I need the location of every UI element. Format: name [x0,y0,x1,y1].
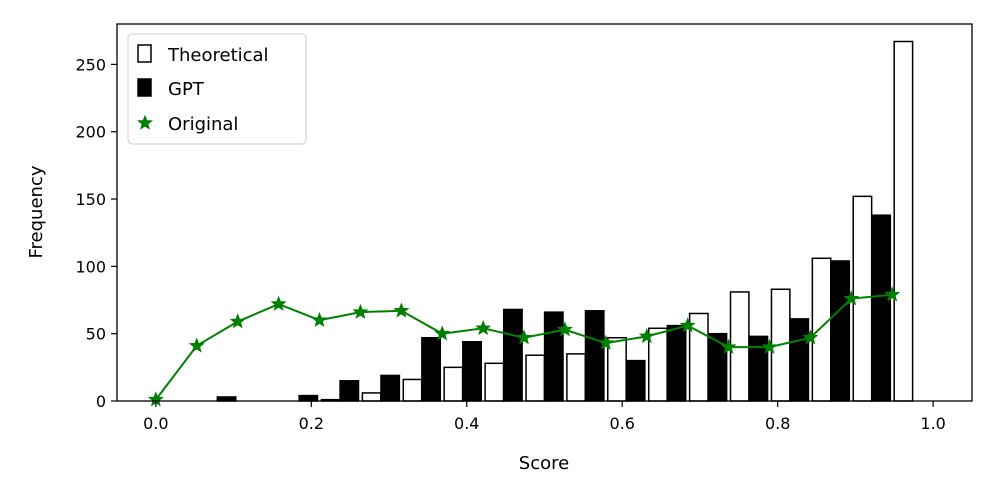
x-tick-label: 0.8 [765,414,790,433]
y-tick-label: 100 [75,257,106,276]
original-line-layer [147,286,901,407]
legend-box [127,33,307,145]
gpt-bar [666,324,687,402]
theoretical-bar [811,257,832,402]
theoretical-bar [893,40,914,402]
original-point [229,313,246,329]
legend-theoretical-swatch [137,44,152,63]
gpt-bar [380,374,401,402]
y-tick-label: 250 [75,55,106,74]
y-axis-label: Frequency [26,165,47,258]
theoretical-bar [688,312,709,402]
original-point [434,325,451,341]
original-point [679,317,696,333]
original-point [761,338,778,354]
theoretical-bar [525,354,546,402]
plot-frame [116,23,973,402]
original-point [352,303,369,319]
x-tick-label: 0.6 [610,414,635,433]
gpt-bar [789,318,810,402]
x-tick-label: 0.0 [143,414,168,433]
x-axis-label: Score [519,453,569,474]
original-point [884,286,901,302]
theoretical-bar [443,366,464,402]
original-point [475,319,492,336]
x-axis: 0.0 0.2 0.4 0.6 0.8 1.0 [143,401,946,433]
gpt-bar [830,260,851,402]
original-point [556,321,573,337]
bars-layer [216,40,914,402]
y-tick-label: 0 [96,392,106,411]
y-tick-label: 50 [86,325,106,344]
legend: Theoretical GPT Original [127,33,307,145]
gpt-bar [584,310,605,402]
theoretical-bar [566,353,587,402]
original-point [638,327,655,344]
y-axis: 0 50 100 150 200 250 [75,55,117,411]
gpt-bar [298,394,319,402]
original-point [188,337,205,353]
theoretical-bar [647,327,668,402]
theoretical-bar [607,336,627,402]
original-point [393,302,410,318]
legend-original-label: Original [168,114,238,135]
gpt-bar [543,311,564,402]
original-point [516,329,533,345]
gpt-bar [421,336,442,402]
gpt-bar [502,308,523,402]
x-tick-label: 0.2 [299,414,324,433]
legend-theoretical-label: Theoretical [167,45,269,66]
theoretical-bar [402,378,423,402]
x-tick-label: 1.0 [920,414,945,433]
original-point [311,311,328,328]
original-point [720,338,737,354]
original-point [270,295,287,311]
legend-gpt-label: GPT [168,79,205,100]
original-point [843,290,860,306]
gpt-bar [625,359,646,402]
legend-gpt-swatch [137,78,152,97]
gpt-bar [462,341,482,402]
y-tick-label: 150 [75,190,106,209]
y-tick-label: 200 [75,123,106,142]
legend-original-star-icon [137,114,153,130]
gpt-bar [871,214,892,402]
gpt-bar [339,380,360,402]
theoretical-bar [361,392,382,402]
theoretical-bar [484,362,505,402]
x-tick-label: 0.4 [454,414,479,433]
original-point [802,329,819,345]
original-point [597,334,614,350]
